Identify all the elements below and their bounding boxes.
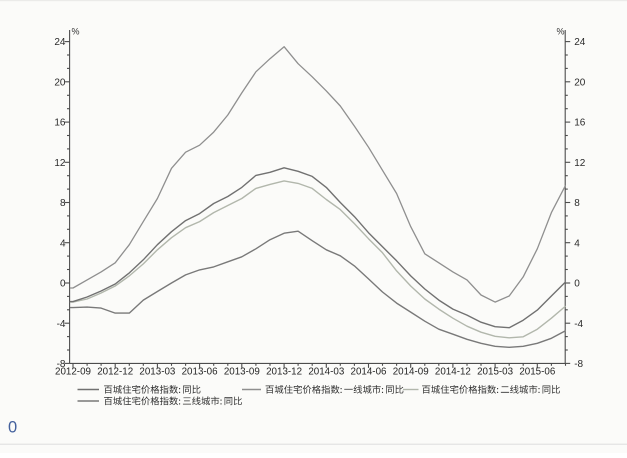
- svg-text:12: 12: [574, 158, 586, 169]
- svg-text:16: 16: [54, 118, 66, 129]
- svg-text:-8: -8: [57, 359, 66, 370]
- svg-text:0: 0: [60, 279, 66, 290]
- svg-text:2014-09: 2014-09: [393, 367, 429, 378]
- svg-text:20: 20: [54, 77, 66, 88]
- svg-text:4: 4: [574, 238, 580, 249]
- svg-text:24: 24: [574, 37, 586, 48]
- svg-text:24: 24: [54, 37, 66, 48]
- svg-text:%: %: [72, 27, 80, 37]
- svg-text:%: %: [556, 27, 564, 37]
- svg-text:2014-03: 2014-03: [308, 367, 345, 378]
- svg-text:16: 16: [574, 118, 586, 129]
- svg-text:0: 0: [574, 279, 580, 290]
- svg-text:8: 8: [574, 198, 580, 209]
- svg-text:2012-09: 2012-09: [55, 367, 91, 378]
- svg-text:2014-12: 2014-12: [435, 367, 471, 378]
- svg-text:2013-12: 2013-12: [266, 367, 302, 378]
- svg-text:2015-03: 2015-03: [477, 367, 514, 378]
- svg-text:12: 12: [54, 158, 66, 169]
- svg-text:2013-06: 2013-06: [182, 367, 219, 378]
- svg-text:20: 20: [574, 77, 586, 88]
- svg-text:2013-03: 2013-03: [139, 367, 176, 378]
- svg-text:2012-12: 2012-12: [97, 367, 133, 378]
- svg-text:-4: -4: [57, 319, 66, 330]
- svg-text:-8: -8: [574, 359, 583, 370]
- svg-text:8: 8: [60, 198, 66, 209]
- svg-text:2014-06: 2014-06: [351, 367, 388, 378]
- svg-text:-4: -4: [574, 319, 583, 330]
- svg-text:2015-06: 2015-06: [519, 367, 556, 378]
- svg-text:2013-09: 2013-09: [224, 367, 260, 378]
- svg-text:4: 4: [60, 238, 66, 249]
- svg-text:0: 0: [8, 419, 17, 437]
